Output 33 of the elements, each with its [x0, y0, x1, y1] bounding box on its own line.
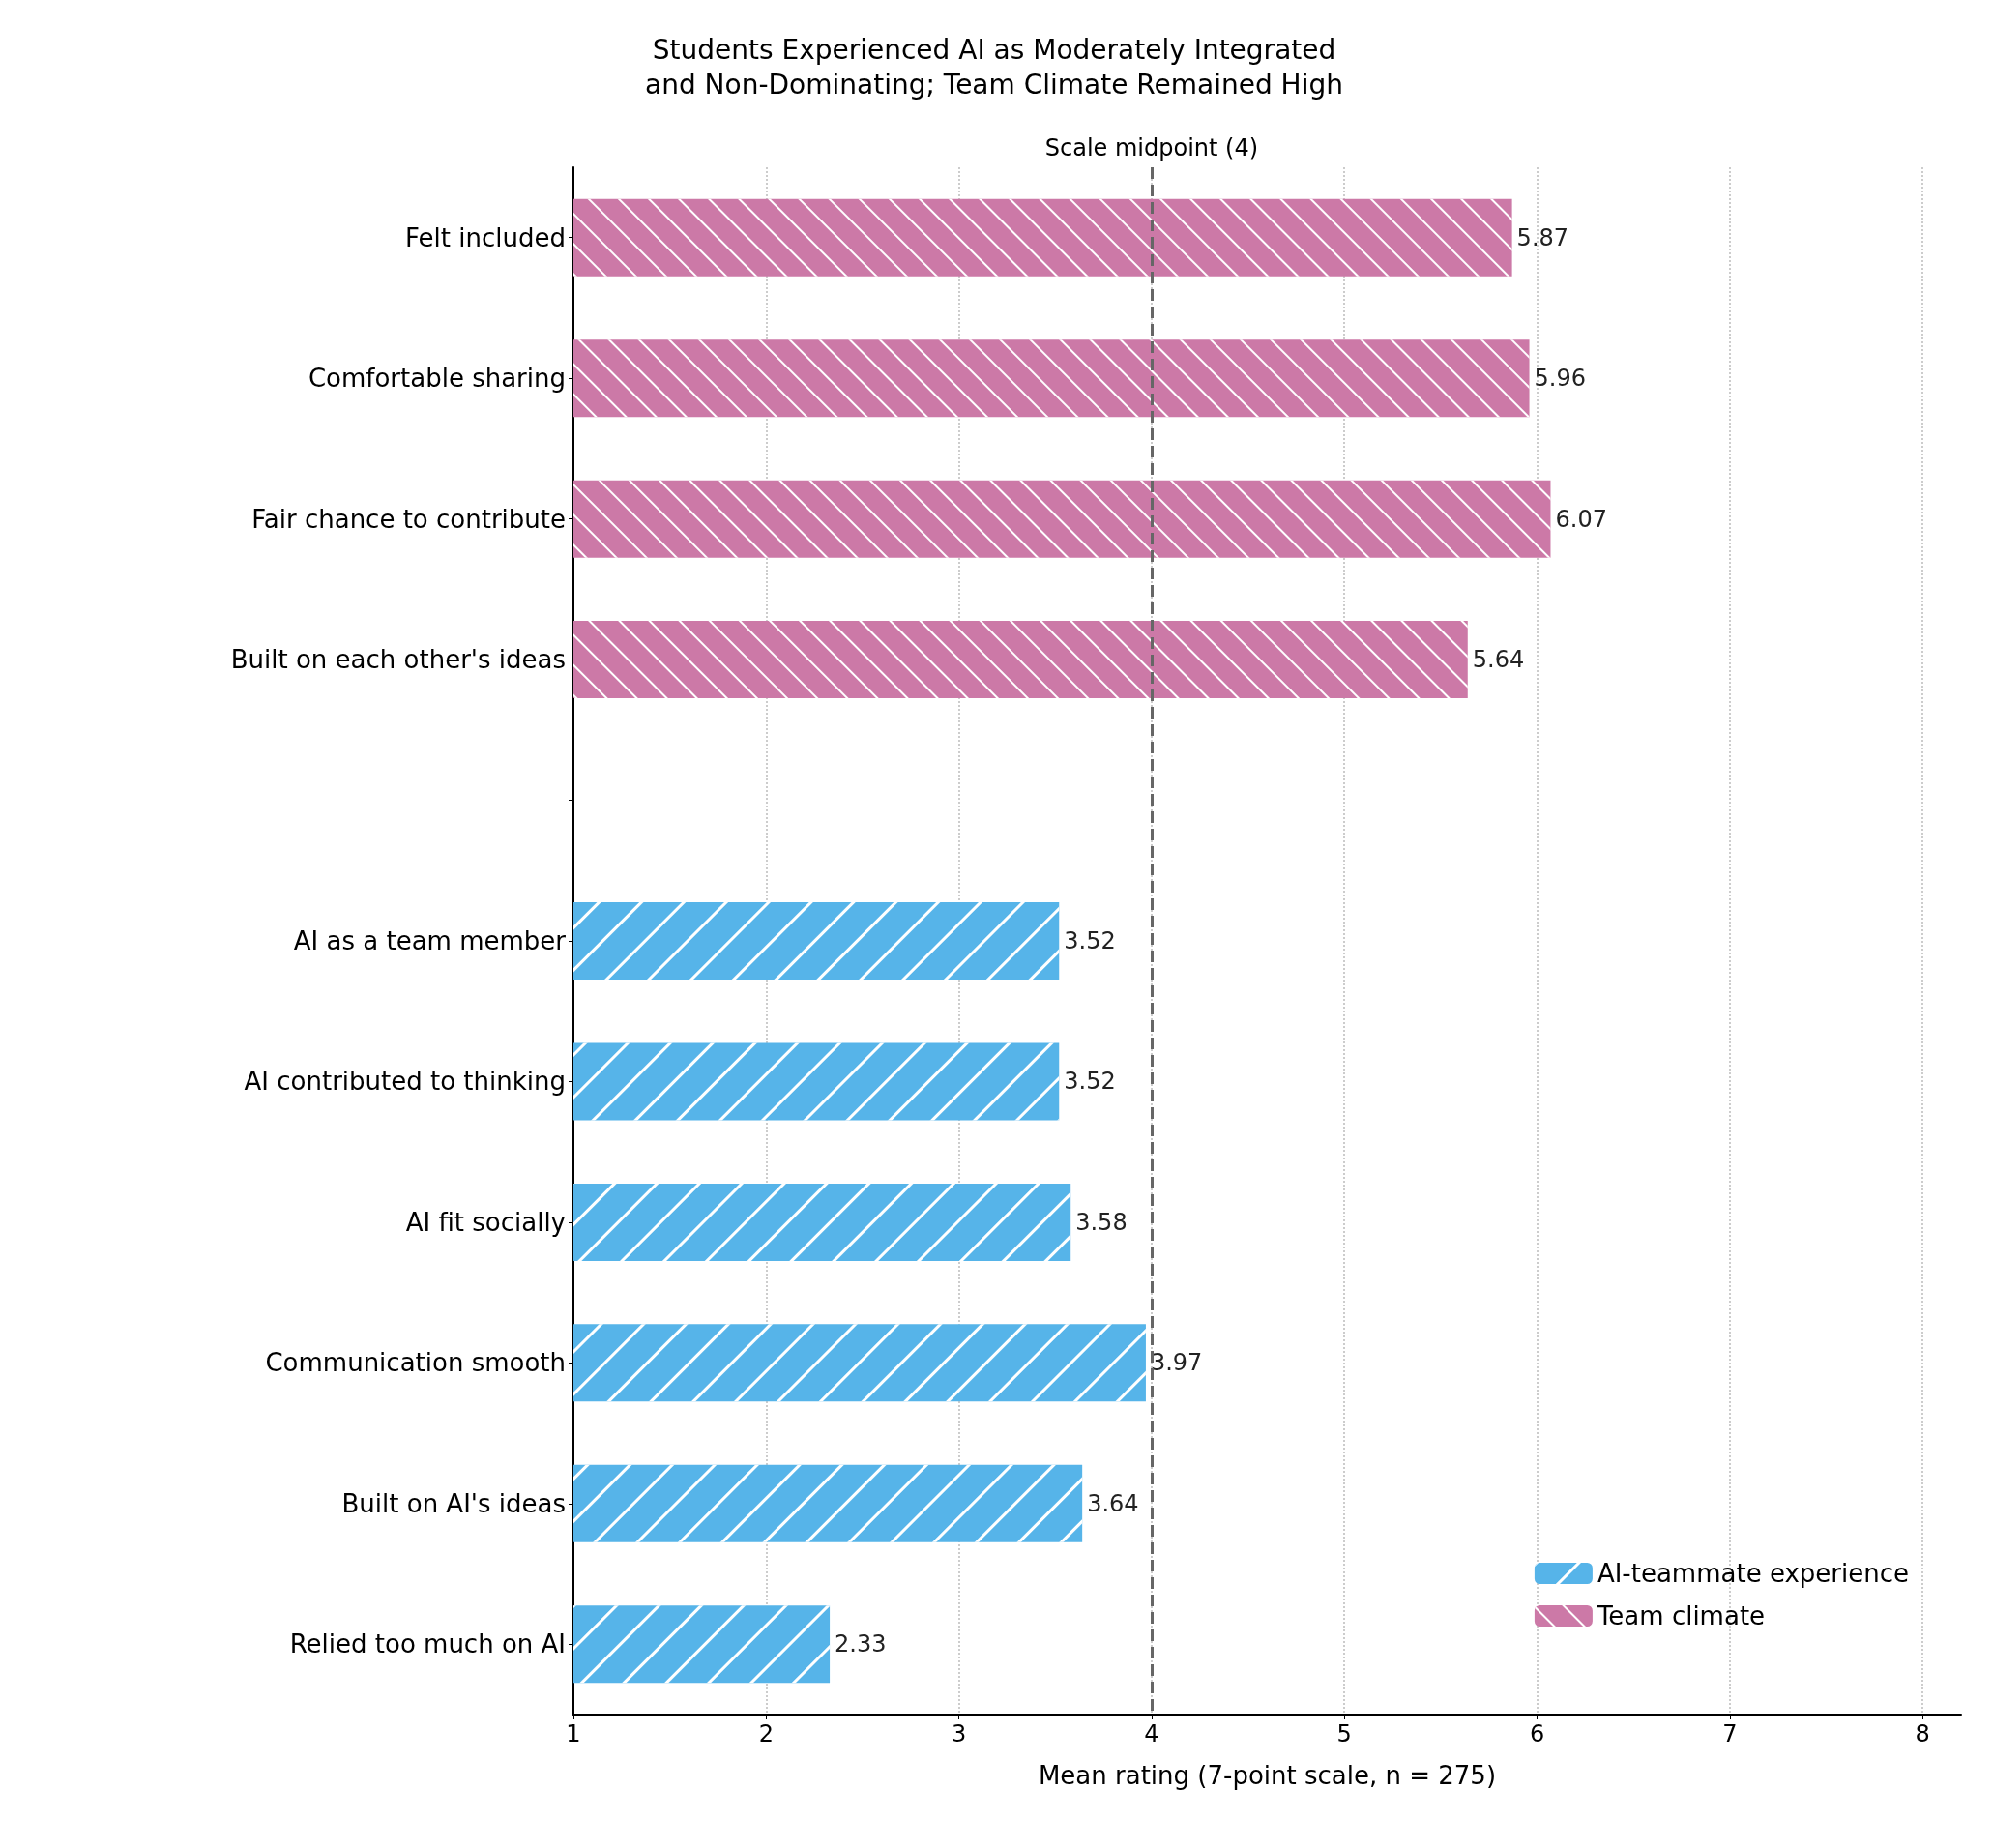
x-tick-label: 8	[1915, 1720, 1930, 1747]
x-tick-label: 4	[1144, 1720, 1159, 1747]
data-label: 6.07	[1555, 505, 1607, 533]
legend-label: Team climate	[1596, 1601, 1766, 1630]
y-tick-label: AI as a team member	[293, 926, 567, 955]
y-tick-label: Communication smooth	[265, 1348, 566, 1378]
x-tick-label: 7	[1722, 1720, 1738, 1747]
legend-label: AI-teammate experience	[1597, 1559, 1909, 1588]
data-label: 3.97	[1150, 1349, 1203, 1377]
y-tick-label: Built on each other's ideas	[230, 645, 566, 675]
ref-line-label: Scale midpoint (4)	[1044, 134, 1259, 161]
data-label: 3.58	[1075, 1208, 1128, 1236]
data-label: 2.33	[835, 1630, 887, 1658]
y-tick-label: Built on AI's ideas	[341, 1488, 566, 1518]
chart-title: Students Experienced AI as Moderately Integrated and Non-Dominating; Team Climate Remained High	[645, 33, 1343, 101]
y-tick-label: AI fit socially	[405, 1207, 566, 1237]
x-tick-label: 3	[951, 1720, 967, 1747]
y-tick-label: Relied too much on AI	[289, 1629, 566, 1659]
x-tick-label: 2	[758, 1720, 774, 1747]
y-tick-label: Comfortable sharing	[308, 364, 566, 394]
data-label: 5.96	[1534, 365, 1586, 393]
data-label: 5.64	[1472, 646, 1525, 674]
x-tick-label: 5	[1336, 1720, 1352, 1747]
y-tick-label: Fair chance to contribute	[251, 504, 566, 534]
y-tick-label: AI contributed to thinking	[244, 1067, 566, 1097]
data-label: 3.52	[1064, 1068, 1116, 1096]
data-label: 3.64	[1087, 1489, 1139, 1517]
x-tick-label: 1	[566, 1720, 581, 1747]
y-tick-label: Felt included	[405, 222, 566, 252]
data-label: 5.87	[1516, 223, 1569, 251]
x-tick-label: 6	[1529, 1720, 1545, 1747]
data-label: 3.52	[1064, 927, 1116, 954]
x-axis-title: Mean rating (7-point scale, n = 275)	[1038, 1761, 1497, 1790]
